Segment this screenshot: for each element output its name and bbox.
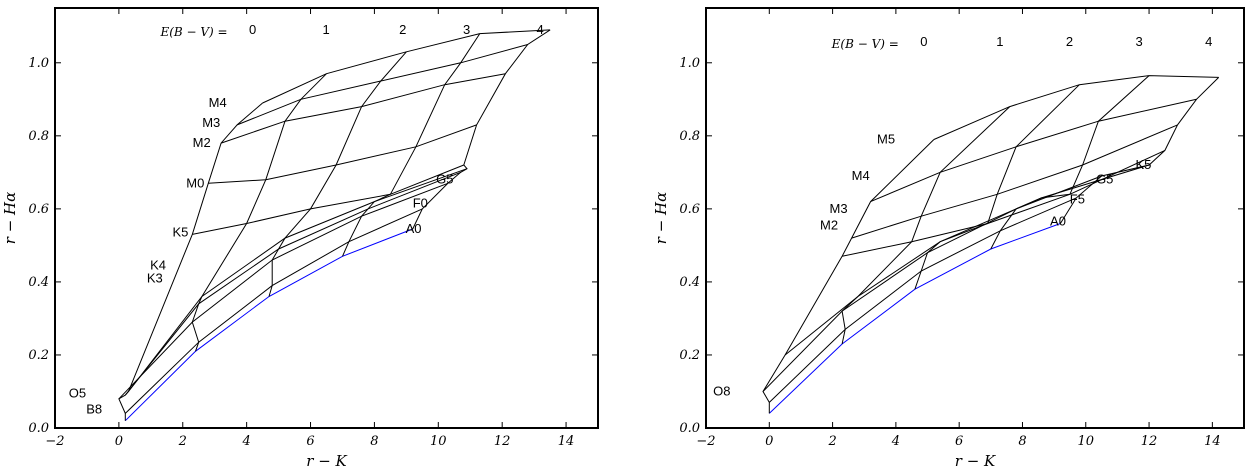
plot-frame xyxy=(54,7,599,429)
reddening-line-ebv-2 xyxy=(268,51,407,297)
spectral-type-label: O8 xyxy=(713,383,730,398)
x-tick-label: 10 xyxy=(1077,434,1094,449)
spectral-type-label: A0 xyxy=(406,221,422,236)
ebv-value-label: 3 xyxy=(463,22,470,37)
reddening-line-ebv-1 xyxy=(841,106,1011,345)
series-line-m3 xyxy=(851,124,1178,239)
y-tick-label: 0.6 xyxy=(679,202,700,217)
x-tick-label: 14 xyxy=(558,434,575,449)
ebv-value-label: 3 xyxy=(1135,34,1142,49)
spectral-type-label: M5 xyxy=(877,131,895,146)
x-tick-label: −2 xyxy=(45,434,64,449)
series-line-g5 xyxy=(118,182,449,400)
x-tick-label: 12 xyxy=(494,434,511,449)
x-tick-label: 6 xyxy=(306,434,314,449)
series-line-m2 xyxy=(220,73,506,144)
reddening-line-ebv-0 xyxy=(762,139,935,414)
series-line-a0 xyxy=(124,228,413,422)
ebv-label: E(B − V) = xyxy=(831,37,899,51)
spectral-type-label: G5 xyxy=(1096,172,1113,187)
series-line-f0 xyxy=(124,208,423,414)
y-tick-label: 0.8 xyxy=(28,129,49,144)
spectral-type-label: O5 xyxy=(69,385,86,400)
x-tick-label: 8 xyxy=(370,434,378,449)
series-line-f5 xyxy=(768,197,1077,403)
spectral-type-label: M3 xyxy=(830,201,848,216)
y-tick-label: 0.2 xyxy=(28,348,49,363)
x-tick-label: −2 xyxy=(696,434,715,449)
x-tick-label: 4 xyxy=(891,434,900,449)
ebv-value-label: 1 xyxy=(996,34,1003,49)
series-line-m4 xyxy=(262,29,551,104)
spectral-type-label: B8 xyxy=(86,402,102,417)
y-tick-label: 0.4 xyxy=(28,275,49,290)
x-tick-label: 14 xyxy=(1204,434,1221,449)
y-tick-label: 0.0 xyxy=(28,421,49,436)
series-line-m3 xyxy=(236,44,528,126)
spectral-type-label: M0 xyxy=(186,175,204,190)
series-line-a0 xyxy=(768,223,1061,414)
y-tick-label: 0.6 xyxy=(28,202,49,217)
reddening-line-ebv-0 xyxy=(118,102,263,421)
spectral-type-label: K3 xyxy=(147,270,163,285)
spectral-type-label: M2 xyxy=(820,217,838,232)
spectral-type-label: K4 xyxy=(150,257,166,272)
reddening-line-ebv-1 xyxy=(191,73,327,352)
ebv-value-label: 4 xyxy=(1205,34,1212,49)
x-tick-label: 6 xyxy=(955,434,963,449)
spectral-type-label: G5 xyxy=(436,172,453,187)
plot-frame xyxy=(705,7,1245,429)
ebv-value-label: 2 xyxy=(399,22,406,37)
y-tick-label: 0.2 xyxy=(679,348,700,363)
chart-panel-1: −2 0 2 4 6 8 10 12 140.00.20.40.60.81.0r − Kr − … xyxy=(1,7,599,470)
reddening-line-ebv-4 xyxy=(412,29,551,230)
chart-panel-2: −2 0 2 4 6 8 10 12 140.00.20.40.60.81.0r − Kr − … xyxy=(652,7,1245,470)
y-tick-label: 0.8 xyxy=(679,129,700,144)
x-tick-label: 8 xyxy=(1018,434,1026,449)
spectral-type-label: M3 xyxy=(202,115,220,130)
ebv-label: E(B − V) = xyxy=(159,25,227,39)
ebv-value-label: 2 xyxy=(1066,34,1073,49)
spectral-type-label: K5 xyxy=(172,225,188,240)
ebv-value-label: 0 xyxy=(920,34,927,49)
reddening-line-ebv-2 xyxy=(914,84,1080,290)
y-tick-label: 0.0 xyxy=(679,421,700,436)
spectral-type-label: F0 xyxy=(413,195,428,210)
spectral-type-label: F5 xyxy=(1070,192,1085,207)
x-tick-label: 2 xyxy=(178,434,187,449)
ebv-value-label: 4 xyxy=(536,22,543,37)
x-tick-label: 0 xyxy=(115,434,123,449)
x-tick-label: 4 xyxy=(242,434,251,449)
y-tick-label: 1.0 xyxy=(28,56,49,71)
spectral-type-label: M2 xyxy=(193,135,211,150)
reddening-line-ebv-3 xyxy=(342,33,481,257)
spectral-type-label: M4 xyxy=(852,168,870,183)
series-line-m4 xyxy=(870,98,1197,203)
y-tick-label: 0.4 xyxy=(679,275,700,290)
y-axis-label: r − Hα xyxy=(652,192,670,245)
reddening-line-ebv-4 xyxy=(1059,77,1220,224)
y-axis-label: r − Hα xyxy=(1,192,19,245)
ebv-value-label: 0 xyxy=(249,22,256,37)
y-tick-label: 1.0 xyxy=(679,56,700,71)
series-line-m2 xyxy=(841,149,1166,257)
x-axis-label: r − K xyxy=(306,452,347,470)
spectral-type-label: K5 xyxy=(1135,157,1151,172)
spectral-type-label: A0 xyxy=(1050,214,1066,229)
x-axis-label: r − K xyxy=(955,452,996,470)
spectral-type-label: M4 xyxy=(209,95,227,110)
ebv-value-label: 1 xyxy=(322,22,329,37)
reddening-line-ebv-3 xyxy=(990,75,1150,250)
x-tick-label: 10 xyxy=(430,434,447,449)
x-tick-label: 2 xyxy=(827,434,836,449)
x-tick-label: 0 xyxy=(765,434,773,449)
series-line-m5 xyxy=(933,75,1219,140)
x-tick-label: 12 xyxy=(1141,434,1158,449)
